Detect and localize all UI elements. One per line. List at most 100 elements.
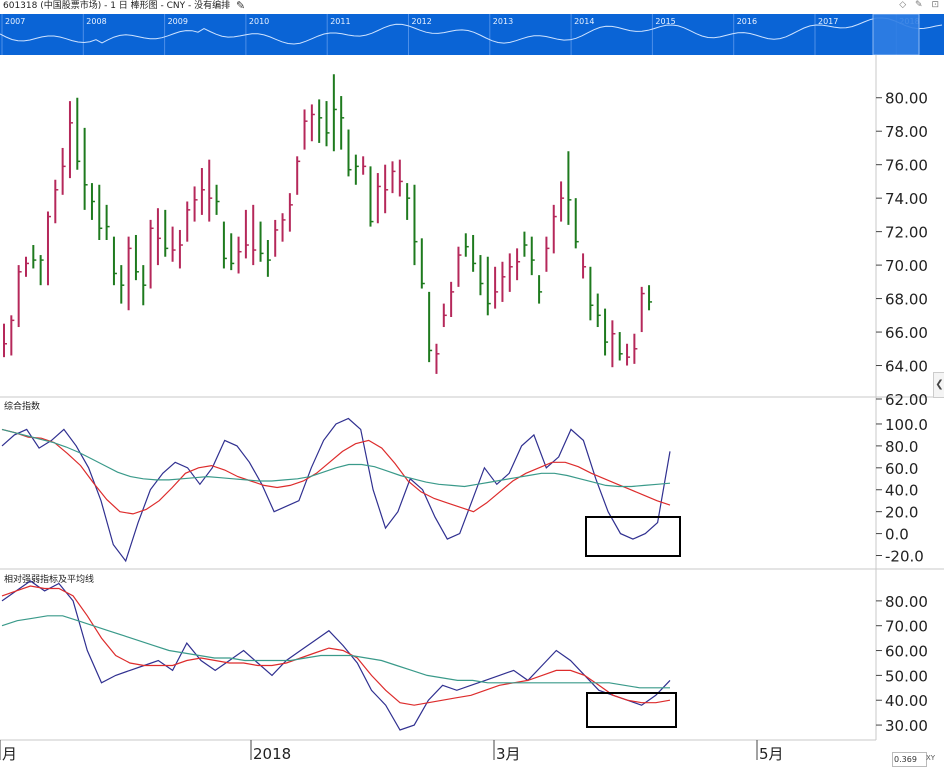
date-axis: 月 2018 3月 5月 bbox=[0, 740, 784, 763]
axis-tick-label: 60.00 bbox=[885, 643, 928, 661]
price-bar bbox=[501, 261, 506, 302]
overview-year-label: 2007 bbox=[5, 17, 25, 26]
date-label: 月 bbox=[2, 745, 17, 763]
price-bar bbox=[32, 245, 37, 269]
price-bar bbox=[574, 198, 579, 249]
price-bar bbox=[596, 293, 601, 328]
overview-year-label: 2017 bbox=[818, 17, 838, 26]
price-bar bbox=[567, 151, 572, 225]
price-bar bbox=[582, 253, 587, 279]
price-bar bbox=[149, 219, 154, 289]
price-bar bbox=[259, 221, 264, 262]
axis-tick-label: 80.00 bbox=[885, 593, 928, 611]
series-line-signal_red bbox=[1, 585, 671, 706]
price-bar bbox=[589, 266, 594, 321]
axis-tick-label: 70.00 bbox=[885, 618, 928, 636]
price-bar bbox=[215, 184, 220, 215]
price-bar bbox=[266, 240, 271, 277]
pencil-edit-icon[interactable]: ✎ bbox=[236, 0, 246, 12]
price-bar bbox=[39, 255, 44, 286]
overview-year-label: 2015 bbox=[655, 17, 675, 26]
overview-year-label: 2009 bbox=[168, 17, 188, 26]
overview-year-label: 2012 bbox=[412, 17, 432, 26]
price-bar bbox=[296, 156, 301, 195]
price-bar bbox=[472, 234, 477, 272]
rsi-lines bbox=[1, 580, 671, 731]
price-bar bbox=[640, 286, 645, 333]
window-control-icons[interactable]: ◇ ✎ ⊡ bbox=[899, 0, 942, 10]
price-bar bbox=[413, 184, 418, 266]
overview-year-label: 2011 bbox=[330, 17, 350, 26]
overview-navigator[interactable]: 2007 2008 2009 2010 2011 2012 2013 2014 2015 2016… bbox=[0, 14, 944, 55]
price-bar bbox=[391, 161, 396, 194]
series-line-slow_teal bbox=[1, 615, 670, 689]
collapse-arrow-icon[interactable]: ❮ bbox=[933, 372, 944, 398]
price-bar bbox=[68, 101, 73, 179]
price-bar bbox=[83, 127, 88, 210]
price-tick-label: 64.00 bbox=[885, 358, 928, 376]
price-bar bbox=[420, 238, 425, 289]
price-bar bbox=[127, 236, 132, 311]
price-bar bbox=[318, 99, 323, 143]
price-bar bbox=[560, 181, 565, 222]
price-bar bbox=[10, 315, 15, 356]
date-label: 2018 bbox=[253, 745, 291, 763]
axis-tick-label: 20.0 bbox=[885, 504, 918, 522]
price-bar bbox=[76, 97, 81, 170]
chart-area[interactable]: 80.00 78.00 76.00 74.00 72.00 70.00 68.00 66.00… bbox=[0, 55, 944, 768]
price-bar bbox=[252, 204, 257, 266]
price-bar bbox=[310, 104, 315, 142]
overview-year-label: 2014 bbox=[574, 17, 594, 26]
price-bar bbox=[303, 109, 308, 150]
price-bar bbox=[354, 154, 359, 185]
price-bar bbox=[244, 209, 249, 259]
rsi-panel-label: 相对强弱指标及平均线 bbox=[4, 573, 94, 585]
price-bar bbox=[604, 308, 609, 356]
composite-panel-label: 综合指数 bbox=[4, 400, 40, 412]
axis-tick-label: -20.0 bbox=[885, 548, 924, 566]
price-tick-label: 70.00 bbox=[885, 257, 928, 275]
overview-year-labels: 2007 2008 2009 2010 2011 2012 2013 2014 2015 2016… bbox=[1, 14, 920, 55]
price-bar bbox=[450, 281, 455, 317]
price-bar bbox=[178, 229, 183, 269]
axis-tick-label: 80.0 bbox=[885, 438, 918, 456]
axis-tick-label: 40.00 bbox=[885, 692, 928, 710]
price-bar bbox=[479, 255, 484, 296]
price-bar bbox=[281, 213, 286, 242]
price-bar bbox=[332, 74, 337, 152]
overview-price-line bbox=[0, 17, 943, 45]
rsi-axis: 80.00 70.00 60.00 50.00 40.00 30.00 bbox=[876, 593, 928, 735]
price-bar bbox=[186, 201, 191, 242]
axis-tick-label: 40.0 bbox=[885, 482, 918, 500]
price-bar bbox=[193, 186, 198, 222]
price-bar bbox=[633, 333, 638, 364]
price-bar bbox=[508, 253, 513, 292]
price-bar bbox=[494, 266, 499, 309]
price-bar bbox=[156, 208, 161, 266]
axis-tick-label: 50.00 bbox=[885, 667, 928, 685]
price-tick-label: 78.00 bbox=[885, 123, 928, 141]
price-bar bbox=[347, 129, 352, 177]
price-bar bbox=[112, 236, 117, 286]
price-bar bbox=[17, 265, 22, 328]
overview-year-label: 2016 bbox=[737, 17, 757, 26]
price-bar bbox=[54, 179, 59, 224]
price-bar bbox=[516, 248, 521, 281]
price-bar bbox=[288, 193, 293, 232]
price-bar bbox=[142, 265, 147, 306]
price-bar bbox=[105, 204, 110, 240]
price-bar bbox=[362, 156, 367, 175]
xy-toggle-icon[interactable]: XY bbox=[926, 754, 936, 762]
price-bar bbox=[230, 233, 235, 271]
price-tick-label: 76.00 bbox=[885, 157, 928, 175]
axis-tick-label: 60.0 bbox=[885, 460, 918, 478]
price-bar bbox=[457, 246, 462, 287]
price-bar bbox=[552, 204, 557, 254]
price-bar bbox=[274, 219, 279, 257]
series-line-signal_red bbox=[1, 428, 671, 515]
overview-visible-window[interactable] bbox=[872, 14, 920, 55]
price-bar bbox=[384, 164, 389, 214]
price-bar bbox=[626, 343, 631, 366]
price-bar bbox=[648, 285, 653, 311]
price-bar bbox=[611, 320, 616, 368]
